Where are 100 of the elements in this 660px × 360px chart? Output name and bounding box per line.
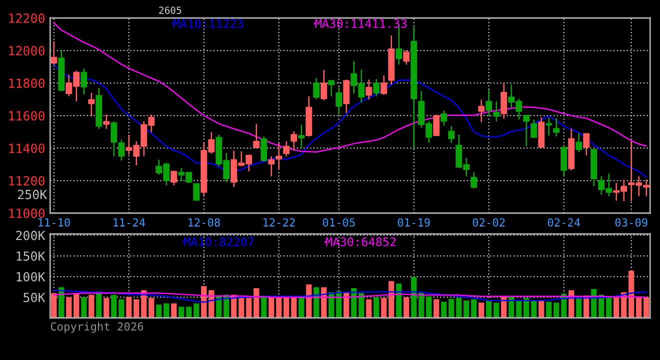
candlestick	[478, 99, 485, 123]
candlestick	[448, 126, 455, 144]
candlestick	[403, 50, 410, 66]
bar	[486, 300, 492, 318]
bar	[88, 294, 94, 318]
bar	[298, 297, 304, 318]
bar	[126, 297, 132, 318]
candlestick	[253, 123, 260, 149]
bar	[171, 303, 177, 318]
y-tick-label: 11800	[9, 78, 44, 88]
candlestick	[530, 119, 538, 139]
bar	[74, 293, 80, 318]
candlestick	[546, 117, 552, 136]
bar	[614, 298, 620, 318]
bar	[644, 297, 650, 318]
legend-label: MA30:11411.33	[315, 19, 406, 28]
bar	[464, 300, 470, 318]
candlestick	[88, 92, 95, 117]
bar	[194, 303, 200, 318]
bar	[284, 297, 290, 318]
bar	[246, 297, 252, 318]
candlestick	[583, 132, 590, 156]
candlestick	[373, 78, 380, 97]
legend-label: MA10:82207	[184, 237, 254, 246]
bar	[381, 298, 387, 318]
bar	[104, 298, 110, 318]
y-tick-label: 200K	[16, 230, 46, 240]
bar	[118, 299, 124, 318]
legend-label: MA30:64852	[326, 237, 396, 246]
bar	[186, 306, 192, 318]
candlestick	[260, 136, 268, 162]
bar	[374, 297, 380, 318]
line-series	[53, 290, 647, 303]
candlestick	[366, 79, 372, 100]
candlestick	[470, 172, 478, 190]
candlestick	[500, 82, 508, 120]
bar	[471, 299, 477, 318]
bar	[434, 299, 440, 318]
y-tick-label: 150K	[16, 251, 46, 261]
candlestick	[576, 132, 582, 153]
bar	[448, 298, 454, 318]
candlestick	[328, 80, 335, 97]
text: Copyright 2026	[50, 322, 144, 333]
y-tick-label: 11400	[9, 144, 44, 154]
bar	[546, 302, 552, 318]
bar	[254, 288, 260, 318]
bar	[148, 298, 154, 318]
candlestick	[440, 110, 448, 126]
y-tick-label: 12200	[9, 14, 44, 23]
bar	[494, 302, 500, 318]
bar	[404, 297, 410, 318]
candlestick	[50, 40, 58, 66]
bar	[238, 297, 244, 318]
candlestick	[290, 130, 298, 151]
x-tick-label: 02-02	[472, 218, 505, 227]
candlestick	[170, 170, 178, 186]
bar	[576, 297, 582, 318]
bar	[531, 300, 537, 318]
bar	[291, 297, 297, 318]
x-tick-label: 11-10	[38, 218, 70, 227]
bar	[478, 302, 484, 318]
y-tick-label: 11600	[9, 111, 44, 121]
text: 250K	[18, 190, 48, 200]
x-tick-label: 01-05	[322, 218, 355, 227]
candlestick	[380, 74, 388, 96]
candlestick	[313, 77, 320, 100]
bar	[178, 306, 184, 318]
bar	[81, 297, 87, 318]
x-tick-label: 11-24	[114, 218, 146, 226]
candlestick	[523, 114, 530, 147]
x-tick-label: 01-19	[398, 218, 430, 227]
y-tick-label: 12000	[9, 46, 44, 56]
bar	[111, 294, 117, 318]
bar	[441, 302, 447, 318]
x-tick-label: 02-24	[548, 218, 580, 227]
legend-label: MA10:11223	[173, 19, 244, 28]
candlestick	[343, 79, 350, 114]
candlestick	[560, 146, 568, 177]
candlestick	[80, 68, 88, 96]
bar	[554, 302, 560, 318]
bar	[134, 299, 140, 318]
candlestick	[553, 117, 560, 137]
candlestick	[110, 120, 118, 157]
candlestick	[298, 124, 305, 149]
bar	[358, 293, 364, 318]
bar	[164, 303, 170, 318]
bar	[538, 300, 544, 318]
candlestick	[493, 100, 500, 122]
bar	[628, 270, 634, 318]
y-tick-label: 100K	[16, 272, 46, 282]
bar	[66, 297, 72, 318]
candlestick	[486, 88, 492, 117]
y-tick-label: 11000	[9, 208, 44, 218]
x-tick-label: 03-09	[615, 218, 648, 227]
candlestick	[320, 69, 328, 101]
candlestick	[103, 114, 110, 130]
bar	[156, 304, 162, 318]
candlestick	[336, 86, 342, 116]
candlestick	[193, 183, 200, 201]
candlestick	[283, 140, 290, 157]
